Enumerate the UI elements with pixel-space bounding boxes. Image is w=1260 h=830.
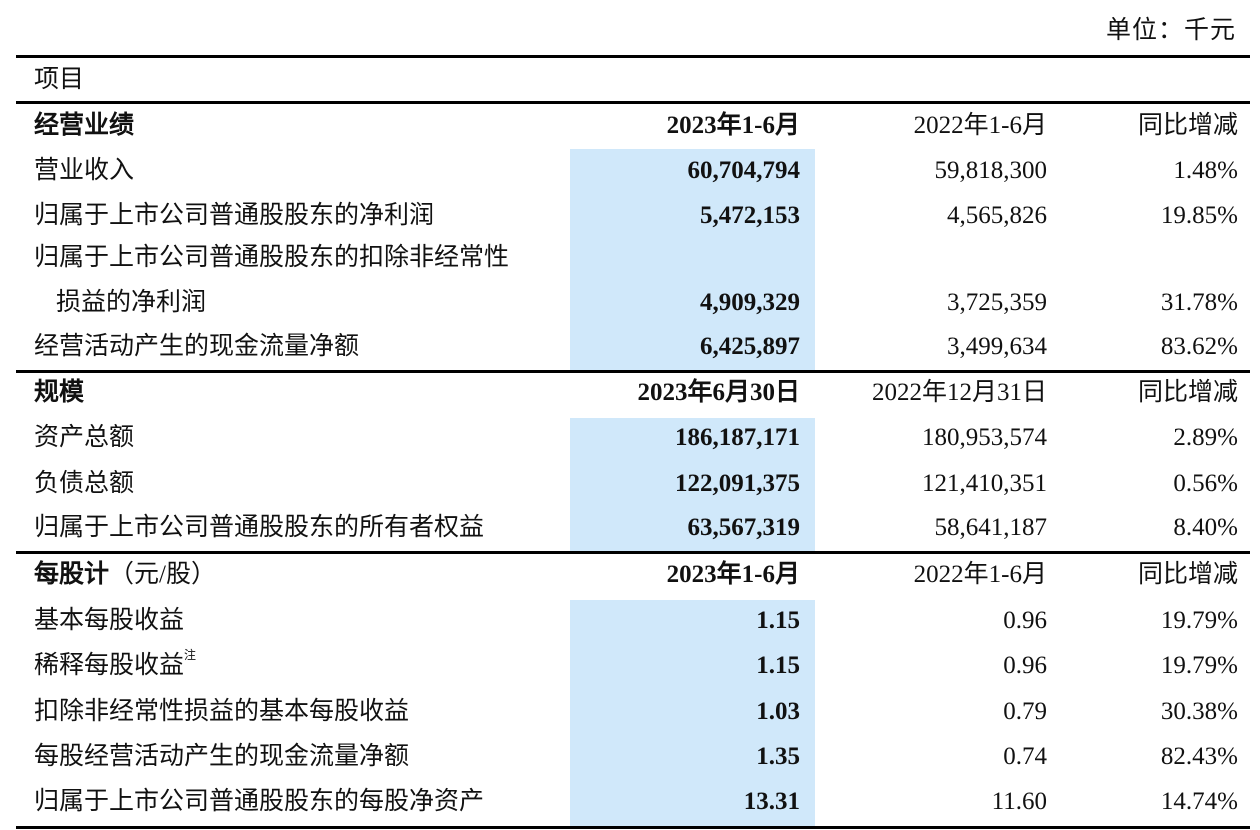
row-label-continuation: 损益的净利润 bbox=[56, 289, 207, 316]
previous-value: 58,641,187 bbox=[934, 514, 1048, 541]
table-row: 归属于上市公司普通股股东的所有者权益 63,567,319 58,641,187… bbox=[16, 505, 1250, 550]
previous-value: 0.96 bbox=[1003, 652, 1047, 679]
table-row: 负债总额 122,091,375 121,410,351 0.56% bbox=[16, 461, 1250, 506]
previous-value: 11.60 bbox=[991, 788, 1047, 815]
current-value: 186,187,171 bbox=[675, 424, 800, 451]
previous-value: 59,818,300 bbox=[934, 157, 1048, 184]
section-title: 每股计（元/股） bbox=[34, 552, 216, 597]
change-value: 1.48% bbox=[1173, 157, 1238, 184]
row-label: 每股经营活动产生的现金流量净额 bbox=[34, 743, 410, 770]
table-row: 每股经营活动产生的现金流量净额 1.35 0.74 82.43% bbox=[16, 734, 1250, 779]
section-header-operating-results: 经营业绩 2023年1-6月 2022年1-6月 同比增减 bbox=[16, 103, 1250, 148]
table-row: 归属于上市公司普通股股东的每股净资产 13.31 11.60 14.74% bbox=[16, 779, 1250, 824]
col-change-header: 同比增减 bbox=[1137, 112, 1238, 139]
current-column-highlight bbox=[570, 418, 815, 551]
previous-value: 0.79 bbox=[1003, 698, 1047, 725]
table-top-rule bbox=[16, 55, 1250, 58]
row-label: 归属于上市公司普通股股东的净利润 bbox=[34, 202, 435, 229]
change-value: 19.79% bbox=[1160, 652, 1238, 679]
col-change-header: 同比增减 bbox=[1137, 561, 1238, 588]
header-row: 项目 bbox=[16, 57, 1250, 102]
table-row: 经营活动产生的现金流量净额 6,425,897 3,499,634 83.62% bbox=[16, 324, 1250, 369]
row-label: 经营活动产生的现金流量净额 bbox=[34, 333, 360, 360]
table-row-line1: 归属于上市公司普通股股东的扣除非经常性 bbox=[16, 235, 1250, 280]
row-label: 负债总额 bbox=[34, 470, 135, 497]
change-value: 30.38% bbox=[1160, 698, 1238, 725]
section-divider-1 bbox=[16, 370, 1250, 373]
col-previous-header: 2022年1-6月 bbox=[913, 561, 1047, 588]
section-divider-2 bbox=[16, 551, 1250, 554]
table-row: 归属于上市公司普通股股东的净利润 5,472,153 4,565,826 19.… bbox=[16, 193, 1250, 238]
row-label-text: 稀释每股收益 bbox=[34, 652, 185, 679]
section-title: 规模 bbox=[34, 379, 85, 406]
previous-value: 4,565,826 bbox=[947, 202, 1047, 229]
current-value: 1.35 bbox=[756, 743, 800, 770]
current-value: 1.03 bbox=[756, 698, 800, 725]
row-label: 基本每股收益 bbox=[34, 607, 185, 634]
current-value: 1.15 bbox=[756, 652, 800, 679]
previous-value: 3,499,634 bbox=[947, 333, 1047, 360]
previous-value: 3,725,359 bbox=[947, 289, 1047, 316]
current-column-highlight bbox=[570, 149, 815, 370]
row-label: 扣除非经常性损益的基本每股收益 bbox=[34, 698, 410, 725]
current-value: 6,425,897 bbox=[700, 333, 800, 360]
change-value: 31.78% bbox=[1160, 289, 1238, 316]
previous-value: 0.96 bbox=[1003, 607, 1047, 634]
table-row: 稀释每股收益注 1.15 0.96 19.79% bbox=[16, 643, 1250, 688]
row-label: 归属于上市公司普通股股东的扣除非经常性 bbox=[34, 244, 510, 271]
col-current-header: 2023年6月30日 bbox=[637, 379, 800, 406]
section-header-scale: 规模 2023年6月30日 2022年12月31日 同比增减 bbox=[16, 370, 1250, 415]
current-value: 60,704,794 bbox=[687, 157, 801, 184]
col-previous-header: 2022年1-6月 bbox=[913, 112, 1047, 139]
row-label: 营业收入 bbox=[34, 157, 135, 184]
change-value: 14.74% bbox=[1160, 788, 1238, 815]
table-row: 基本每股收益 1.15 0.96 19.79% bbox=[16, 598, 1250, 643]
table-row-line2: 损益的净利润 4,909,329 3,725,359 31.78% bbox=[16, 280, 1250, 325]
change-value: 0.56% bbox=[1173, 470, 1238, 497]
previous-value: 121,410,351 bbox=[922, 470, 1047, 497]
section-header-per-share: 每股计（元/股） 2023年1-6月 2022年1-6月 同比增减 bbox=[16, 552, 1250, 597]
row-label: 稀释每股收益注 bbox=[34, 643, 196, 688]
current-value: 4,909,329 bbox=[700, 289, 800, 316]
item-column-header: 项目 bbox=[34, 66, 85, 93]
table-row: 资产总额 186,187,171 180,953,574 2.89% bbox=[16, 415, 1250, 460]
change-value: 8.40% bbox=[1173, 514, 1238, 541]
section-title: 经营业绩 bbox=[34, 112, 135, 139]
footnote-marker: 注 bbox=[184, 648, 197, 662]
current-value: 5,472,153 bbox=[700, 202, 800, 229]
table-bottom-rule bbox=[16, 826, 1250, 829]
change-value: 82.43% bbox=[1160, 743, 1238, 770]
current-column-highlight bbox=[570, 600, 815, 826]
previous-value: 180,953,574 bbox=[922, 424, 1047, 451]
change-value: 83.62% bbox=[1160, 333, 1238, 360]
change-value: 19.85% bbox=[1160, 202, 1238, 229]
previous-value: 0.74 bbox=[1003, 743, 1047, 770]
header-bottom-rule bbox=[16, 101, 1250, 104]
change-value: 2.89% bbox=[1173, 424, 1238, 451]
current-value: 1.15 bbox=[756, 607, 800, 634]
section-title-text: 每股计 bbox=[34, 561, 110, 588]
section-title-suffix: （元/股） bbox=[109, 561, 216, 588]
row-label: 资产总额 bbox=[34, 424, 135, 451]
col-previous-header: 2022年12月31日 bbox=[871, 379, 1047, 406]
row-label: 归属于上市公司普通股股东的所有者权益 bbox=[34, 514, 485, 541]
current-value: 13.31 bbox=[743, 788, 800, 815]
table-row: 营业收入 60,704,794 59,818,300 1.48% bbox=[16, 148, 1250, 193]
change-value: 19.79% bbox=[1160, 607, 1238, 634]
unit-label: 单位：千元 bbox=[1105, 17, 1236, 44]
row-label: 归属于上市公司普通股股东的每股净资产 bbox=[34, 788, 485, 815]
current-value: 122,091,375 bbox=[675, 470, 800, 497]
current-value: 63,567,319 bbox=[687, 514, 801, 541]
col-current-header: 2023年1-6月 bbox=[666, 561, 800, 588]
col-current-header: 2023年1-6月 bbox=[666, 112, 800, 139]
table-row: 扣除非经常性损益的基本每股收益 1.03 0.79 30.38% bbox=[16, 689, 1250, 734]
col-change-header: 同比增减 bbox=[1137, 379, 1238, 406]
